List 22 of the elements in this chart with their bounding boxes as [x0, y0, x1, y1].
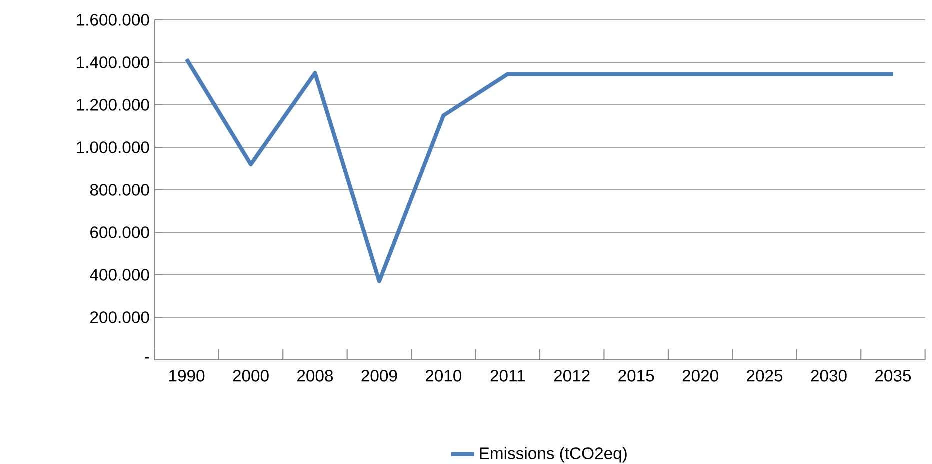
x-tick-label: 2030 [811, 370, 847, 382]
y-tick-label: 600.000 [90, 226, 150, 238]
x-tick-label: 2009 [362, 370, 398, 382]
x-tick-label: 2010 [426, 370, 462, 382]
y-tick-label: - [145, 357, 150, 359]
y-tick-label: 1.000.000 [77, 142, 150, 154]
x-tick-label: 2000 [233, 370, 269, 382]
y-tick-label: 800.000 [90, 184, 150, 196]
x-tick-label: 2025 [747, 370, 783, 382]
y-tick-label: 1.400.000 [77, 56, 150, 68]
x-tick-label: 2008 [298, 370, 334, 382]
y-tick-label: 1.600.000 [77, 14, 150, 26]
legend-label: Emissions (tCO2eq) [480, 447, 627, 463]
x-tick-label: 2015 [618, 370, 654, 382]
x-tick-label: 2020 [682, 370, 718, 382]
y-tick-label: 1.200.000 [77, 99, 150, 111]
y-tick-label: 400.000 [90, 269, 150, 281]
x-tick-label: 2012 [554, 370, 590, 382]
x-tick-label: 2011 [490, 370, 525, 382]
x-tick-label: 2035 [876, 370, 912, 382]
y-tick-label: 200.000 [90, 312, 150, 324]
x-tick-label: 1990 [170, 370, 205, 382]
